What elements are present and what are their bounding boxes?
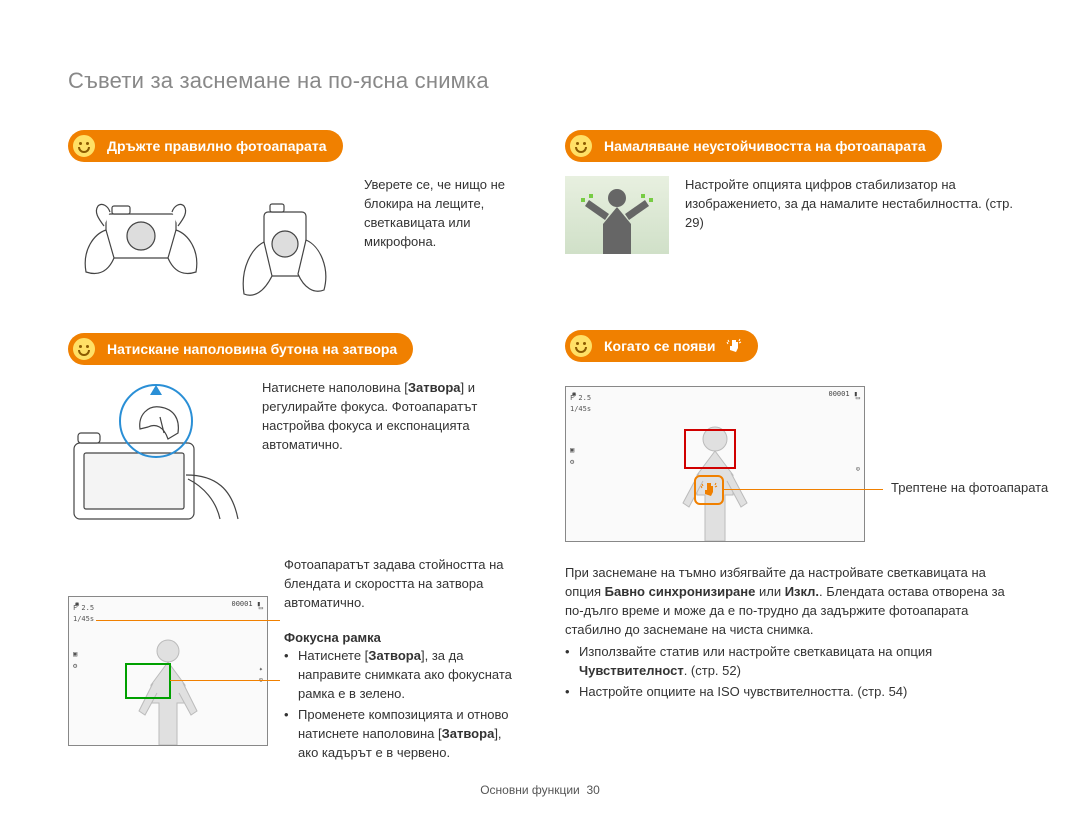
lcd-texts: Фотоапаратът задава стойността на бленда… (284, 556, 521, 764)
lcd-counter: 00001 (828, 390, 849, 398)
bullet-tripod: Използвайте статив или настройте светкав… (565, 643, 1018, 681)
shake-lcd-wrap: ◉ 00001 ▮ F 2.5 1/45s ▣⚙ ▭⊙ (565, 386, 865, 542)
lcd-focus-row: ◉ 00001 ▮ F 2.5 1/45s ▣ ⚙ ▭✦⊙ (68, 556, 521, 764)
section-half-press-title: Натискане наполовина бутона на затвора (107, 341, 397, 357)
pointer-aperture (96, 620, 280, 621)
t: или (755, 584, 784, 599)
focus-frame-green (125, 663, 171, 699)
t: Затвора (408, 380, 461, 395)
content-columns: Дръжте правилно фотоапарата (68, 130, 1018, 786)
hold-illustration (68, 176, 348, 311)
pointer-focus (170, 680, 280, 681)
lcd-counter: 00001 (231, 600, 252, 608)
smiley-icon (568, 333, 594, 359)
focus-bullets: Натиснете [Затвора], за да направите сни… (284, 647, 521, 762)
t: Натиснете [ (298, 648, 368, 663)
section-reduce-shake: Намаляване неустойчивостта на фотоапарат… (565, 130, 942, 162)
dark-bullets: Използвайте статив или настройте светкав… (565, 643, 1018, 702)
half-press-text: Натиснете наполовина [Затвора] и регулир… (262, 379, 482, 454)
right-column: Намаляване неустойчивостта на фотоапарат… (565, 130, 1018, 786)
hold-camera-text: Уверете се, че нищо не блокира на лещите… (364, 176, 514, 251)
section-when-appears-title: Когато се появи (604, 338, 716, 354)
smiley-icon (71, 336, 97, 362)
bullet-red: Променете композицията и отново натиснет… (284, 706, 521, 763)
lcd-screen: ◉ 00001 ▮ F 2.5 1/45s ▣ ⚙ ▭✦⊙ (68, 596, 268, 746)
shake-callout: Трептене на фотоапарата (891, 480, 1061, 495)
footer-page: 30 (586, 783, 599, 797)
lcd-left-icons: F 2.5 1/45s ▣ ⚙ (73, 603, 94, 672)
shake-indicator (694, 475, 724, 505)
half-press-illustration (68, 379, 246, 534)
bullet-iso: Настройте опциите на ISO чувствителностт… (565, 683, 1018, 702)
lcd-green-focus: ◉ 00001 ▮ F 2.5 1/45s ▣ ⚙ ▭✦⊙ (68, 596, 268, 746)
t: Затвора (368, 648, 421, 663)
focus-heading: Фокусна рамка (284, 629, 521, 648)
lcd-speed: 1/45s (570, 404, 591, 415)
lcd-left-icons: F 2.5 1/45s ▣⚙ (570, 393, 591, 468)
t: . (стр. 52) (684, 663, 741, 678)
pointer-shake (723, 489, 883, 490)
page-footer: Основни функции 30 (0, 783, 1080, 797)
lcd-top: ◉ 00001 ▮ (69, 600, 267, 608)
section-reduce-shake-title: Намаляване неустойчивостта на фотоапарат… (604, 138, 926, 154)
shake-thumbnail (565, 176, 669, 254)
t: Затвора (442, 726, 495, 741)
focus-frame-red (684, 429, 736, 469)
hold-camera-row: Уверете се, че нищо не блокира на лещите… (68, 176, 521, 311)
lcd-right-icons: ▭✦⊙ (259, 603, 263, 687)
lcd-f: F 2.5 (570, 393, 591, 404)
dark-shooting-paragraph: При заснемане на тъмно избягвайте да нас… (565, 564, 1018, 639)
section-half-press: Натискане наполовина бутона на затвора (68, 333, 413, 365)
t: Използвайте статив или настройте светкав… (579, 644, 932, 659)
section-hold-camera-title: Дръжте правилно фотоапарата (107, 138, 327, 154)
left-column: Дръжте правилно фотоапарата (68, 130, 521, 786)
smiley-icon (568, 133, 594, 159)
reduce-shake-text: Настройте опцията цифров стабилизатор на… (685, 176, 1018, 233)
lcd-right-icons: ▭⊙ (856, 393, 860, 475)
page-title: Съвети за заснемане на по-ясна снимка (68, 68, 1018, 94)
section-hold-camera: Дръжте правилно фотоапарата (68, 130, 343, 162)
reduce-shake-row: Настройте опцията цифров стабилизатор на… (565, 176, 1018, 254)
shake-lcd: ◉ 00001 ▮ F 2.5 1/45s ▣⚙ ▭⊙ (565, 386, 865, 542)
footer-label: Основни функции (480, 783, 580, 797)
t: Натиснете наполовина [ (262, 380, 408, 395)
half-press-row: Натиснете наполовина [Затвора] и регулир… (68, 379, 521, 534)
t: Чувствителност (579, 663, 684, 678)
lcd-f: F 2.5 (73, 603, 94, 614)
aperture-text: Фотоапаратът задава стойността на бленда… (284, 556, 521, 613)
t: Изкл. (785, 584, 819, 599)
shake-hand-icon (726, 338, 742, 354)
t: Бавно синхронизиране (605, 584, 756, 599)
lcd-speed: 1/45s (73, 614, 94, 625)
section-when-appears: Когато се появи (565, 330, 758, 362)
bullet-green: Натиснете [Затвора], за да направите сни… (284, 647, 521, 704)
lcd-top: ◉ 00001 ▮ (566, 390, 864, 398)
smiley-icon (71, 133, 97, 159)
